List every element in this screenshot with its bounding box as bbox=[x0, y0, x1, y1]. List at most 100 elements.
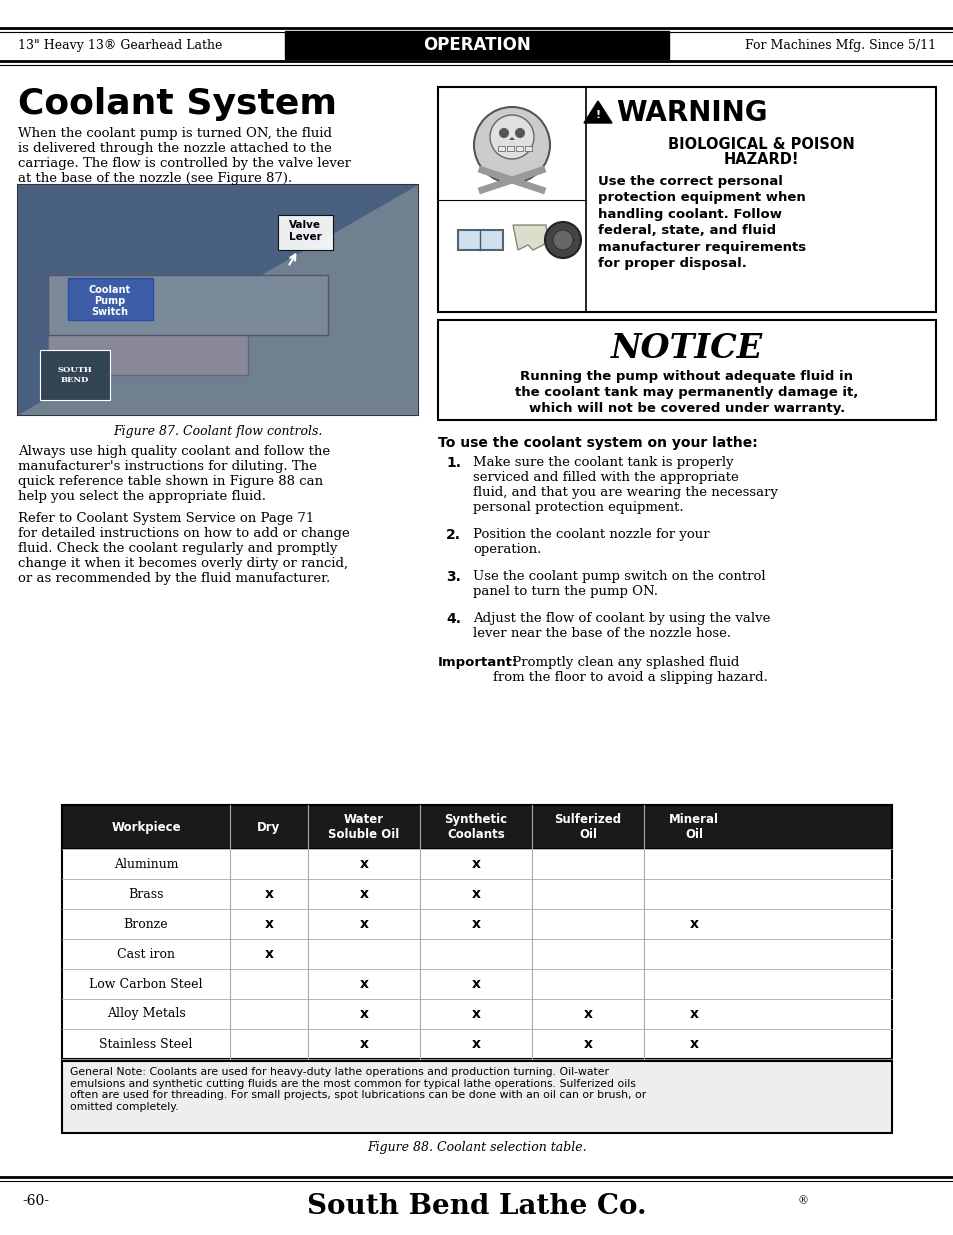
Text: Brass: Brass bbox=[128, 888, 164, 900]
Bar bbox=[524, 146, 532, 151]
Text: x: x bbox=[359, 857, 368, 871]
Text: South Bend Lathe Co.: South Bend Lathe Co. bbox=[307, 1193, 646, 1220]
Text: carriage. The flow is controlled by the valve lever: carriage. The flow is controlled by the … bbox=[18, 157, 351, 170]
Text: at the base of the nozzle (see Figure 87).: at the base of the nozzle (see Figure 87… bbox=[18, 172, 292, 185]
Text: x: x bbox=[583, 1037, 592, 1051]
Text: Valve: Valve bbox=[289, 220, 320, 230]
Text: !: ! bbox=[595, 110, 600, 120]
Bar bbox=[48, 275, 248, 375]
Text: x: x bbox=[359, 1037, 368, 1051]
Bar bbox=[506, 146, 514, 151]
Text: x: x bbox=[471, 1037, 480, 1051]
Text: x: x bbox=[689, 1037, 698, 1051]
Text: Aluminum: Aluminum bbox=[113, 857, 178, 871]
Text: operation.: operation. bbox=[473, 543, 540, 556]
Text: Stainless Steel: Stainless Steel bbox=[99, 1037, 193, 1051]
Text: WARNING: WARNING bbox=[616, 99, 767, 127]
Text: Alloy Metals: Alloy Metals bbox=[107, 1008, 185, 1020]
Text: 2.: 2. bbox=[446, 529, 460, 542]
Bar bbox=[437, 320, 935, 420]
Text: Low Carbon Steel: Low Carbon Steel bbox=[90, 977, 203, 990]
Text: the coolant tank may permanently damage it,: the coolant tank may permanently damage … bbox=[515, 387, 858, 399]
Text: Always use high quality coolant and follow the: Always use high quality coolant and foll… bbox=[18, 445, 330, 458]
Bar bbox=[62, 939, 891, 969]
Text: which will not be covered under warranty.: which will not be covered under warranty… bbox=[528, 403, 844, 415]
Text: x: x bbox=[359, 918, 368, 931]
Text: x: x bbox=[689, 918, 698, 931]
Text: panel to turn the pump ON.: panel to turn the pump ON. bbox=[473, 585, 658, 598]
Text: General Note: Coolants are used for heavy-duty lathe operations and production t: General Note: Coolants are used for heav… bbox=[70, 1067, 645, 1112]
Text: x: x bbox=[471, 918, 480, 931]
Text: ®: ® bbox=[797, 1195, 808, 1207]
Polygon shape bbox=[583, 101, 612, 124]
Text: quick reference table shown in Figure 88 can: quick reference table shown in Figure 88… bbox=[18, 475, 323, 488]
Text: lever near the base of the nozzle hose.: lever near the base of the nozzle hose. bbox=[473, 627, 730, 640]
Bar bbox=[62, 909, 891, 939]
Text: Figure 87. Coolant flow controls.: Figure 87. Coolant flow controls. bbox=[113, 425, 322, 438]
Text: Refer to Coolant System Service on Page 71: Refer to Coolant System Service on Page … bbox=[18, 513, 314, 525]
Bar bbox=[62, 1061, 891, 1132]
Text: for detailed instructions on how to add or change: for detailed instructions on how to add … bbox=[18, 527, 350, 540]
Bar bbox=[285, 31, 668, 59]
Text: SOUTH
BEND: SOUTH BEND bbox=[57, 367, 92, 384]
Text: Important:: Important: bbox=[437, 656, 517, 669]
Text: x: x bbox=[359, 1007, 368, 1021]
Text: Coolant: Coolant bbox=[89, 285, 131, 295]
Bar bbox=[437, 86, 935, 312]
Bar bbox=[18, 185, 417, 415]
Text: help you select the appropriate fluid.: help you select the appropriate fluid. bbox=[18, 490, 266, 503]
Polygon shape bbox=[18, 185, 417, 415]
Text: change it when it becomes overly dirty or rancid,: change it when it becomes overly dirty o… bbox=[18, 557, 348, 571]
Text: protection equipment when: protection equipment when bbox=[598, 191, 805, 205]
Text: Water
Soluble Oil: Water Soluble Oil bbox=[328, 813, 399, 841]
Text: x: x bbox=[471, 1007, 480, 1021]
Text: for proper disposal.: for proper disposal. bbox=[598, 258, 746, 270]
Bar bbox=[62, 1029, 891, 1058]
Circle shape bbox=[515, 128, 524, 138]
Text: Figure 88. Coolant selection table.: Figure 88. Coolant selection table. bbox=[367, 1141, 586, 1153]
Text: Promptly clean any splashed fluid: Promptly clean any splashed fluid bbox=[507, 656, 739, 669]
Bar bbox=[497, 146, 504, 151]
Bar bbox=[40, 350, 110, 400]
Text: Lever: Lever bbox=[289, 232, 321, 242]
Text: fluid, and that you are wearing the necessary: fluid, and that you are wearing the nece… bbox=[473, 487, 778, 499]
Text: x: x bbox=[583, 1007, 592, 1021]
Text: or as recommended by the fluid manufacturer.: or as recommended by the fluid manufactu… bbox=[18, 572, 330, 585]
Bar bbox=[62, 805, 891, 1058]
Bar bbox=[62, 805, 891, 848]
Text: Synthetic
Coolants: Synthetic Coolants bbox=[444, 813, 507, 841]
Text: For Machines Mfg. Since 5/11: For Machines Mfg. Since 5/11 bbox=[744, 38, 935, 52]
Text: handling coolant. Follow: handling coolant. Follow bbox=[598, 207, 781, 221]
Text: -60-: -60- bbox=[22, 1194, 49, 1208]
Text: 3.: 3. bbox=[446, 571, 460, 584]
Bar bbox=[62, 969, 891, 999]
Text: Switch: Switch bbox=[91, 308, 129, 317]
Text: Make sure the coolant tank is properly: Make sure the coolant tank is properly bbox=[473, 456, 733, 469]
Text: x: x bbox=[264, 887, 274, 902]
Text: x: x bbox=[264, 947, 274, 961]
Bar bbox=[62, 848, 891, 879]
Text: Bronze: Bronze bbox=[124, 918, 168, 930]
Circle shape bbox=[553, 230, 573, 249]
Text: fluid. Check the coolant regularly and promptly: fluid. Check the coolant regularly and p… bbox=[18, 542, 337, 555]
Text: When the coolant pump is turned ON, the fluid: When the coolant pump is turned ON, the … bbox=[18, 127, 332, 140]
Bar bbox=[277, 215, 333, 249]
Circle shape bbox=[498, 128, 509, 138]
Text: is delivered through the nozzle attached to the: is delivered through the nozzle attached… bbox=[18, 142, 332, 156]
Text: personal protection equipment.: personal protection equipment. bbox=[473, 501, 683, 514]
Circle shape bbox=[544, 222, 580, 258]
Text: BIOLOGICAL & POISON: BIOLOGICAL & POISON bbox=[667, 137, 854, 152]
Text: x: x bbox=[689, 1007, 698, 1021]
Bar bbox=[48, 275, 328, 335]
Text: Sulferized
Oil: Sulferized Oil bbox=[554, 813, 621, 841]
Text: To use the coolant system on your lathe:: To use the coolant system on your lathe: bbox=[437, 436, 757, 450]
Text: x: x bbox=[471, 857, 480, 871]
Text: Use the coolant pump switch on the control: Use the coolant pump switch on the contr… bbox=[473, 571, 765, 583]
Bar bbox=[68, 278, 152, 320]
Bar bbox=[62, 879, 891, 909]
Text: x: x bbox=[264, 918, 274, 931]
Text: Pump: Pump bbox=[94, 296, 126, 306]
Polygon shape bbox=[18, 185, 417, 415]
Text: x: x bbox=[471, 887, 480, 902]
Text: Adjust the flow of coolant by using the valve: Adjust the flow of coolant by using the … bbox=[473, 613, 770, 625]
